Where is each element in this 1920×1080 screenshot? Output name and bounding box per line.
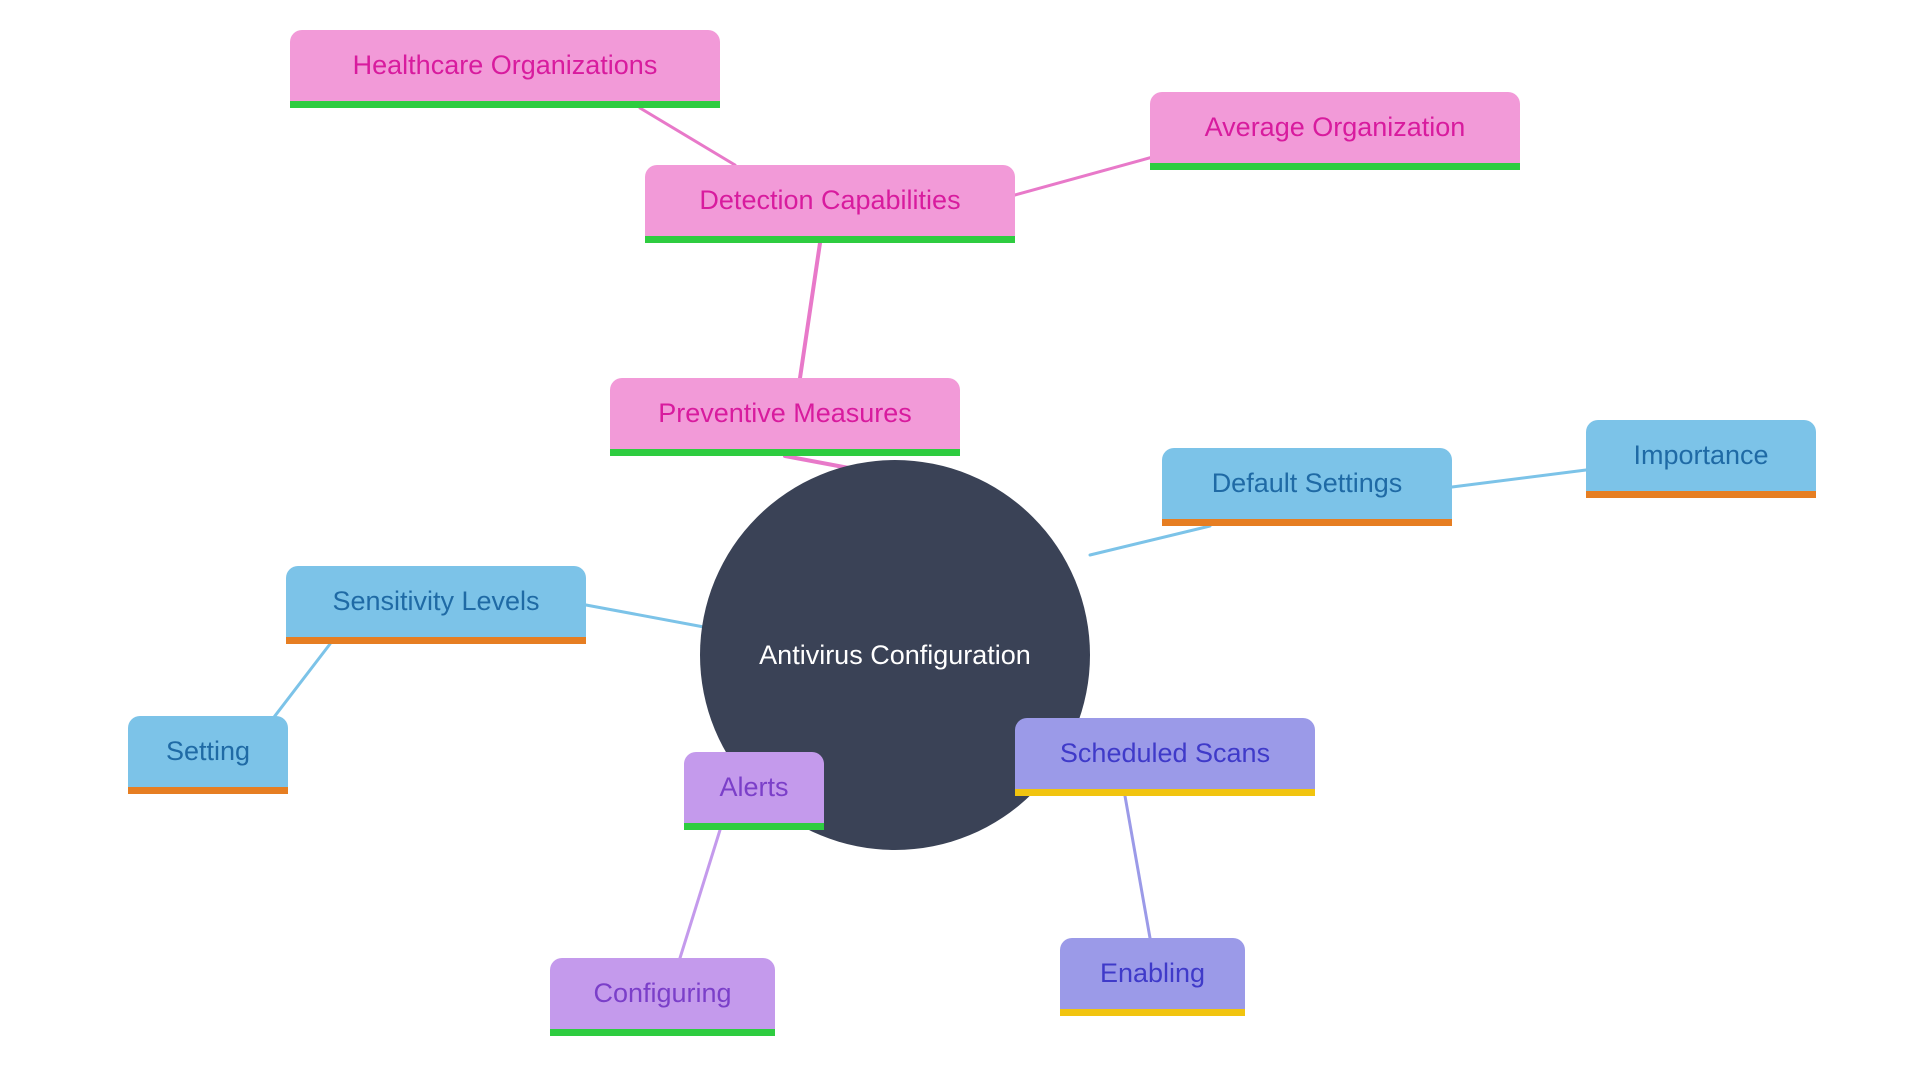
node-label: Alerts <box>719 772 788 803</box>
node-scheduled: Scheduled Scans <box>1015 718 1315 796</box>
node-enabling: Enabling <box>1060 938 1245 1016</box>
node-label: Configuring <box>593 978 731 1009</box>
node-label: Detection Capabilities <box>699 185 960 216</box>
node-label: Default Settings <box>1212 468 1403 499</box>
node-label: Setting <box>166 736 250 767</box>
node-preventive: Preventive Measures <box>610 378 960 456</box>
node-healthcare: Healthcare Organizations <box>290 30 720 108</box>
node-label: Importance <box>1633 440 1768 471</box>
node-avgorg: Average Organization <box>1150 92 1520 170</box>
node-label: Preventive Measures <box>658 398 912 429</box>
node-label: Enabling <box>1100 958 1205 989</box>
node-alerts: Alerts <box>684 752 824 830</box>
node-importance: Importance <box>1586 420 1816 498</box>
node-setting: Setting <box>128 716 288 794</box>
node-label: Scheduled Scans <box>1060 738 1270 769</box>
node-detection: Detection Capabilities <box>645 165 1015 243</box>
node-label: Sensitivity Levels <box>332 586 539 617</box>
node-sensitivity: Sensitivity Levels <box>286 566 586 644</box>
node-label: Healthcare Organizations <box>353 50 658 81</box>
node-configuring: Configuring <box>550 958 775 1036</box>
center-label: Antivirus Configuration <box>759 640 1031 671</box>
node-label: Average Organization <box>1205 112 1466 143</box>
node-default: Default Settings <box>1162 448 1452 526</box>
mindmap-canvas: Antivirus Configuration Preventive Measu… <box>0 0 1920 1080</box>
